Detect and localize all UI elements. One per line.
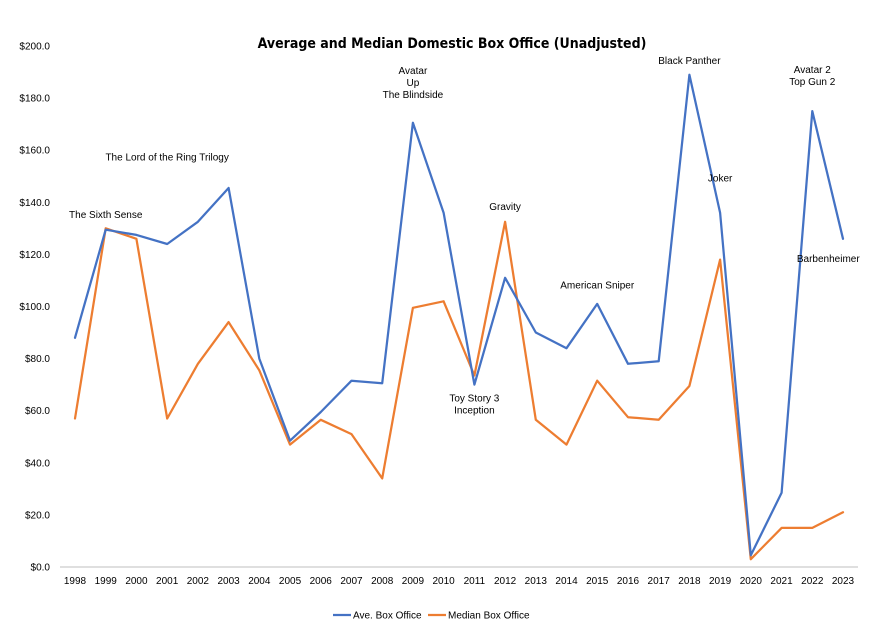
- x-axis-tick-labels: 1998 1999 2000 2001 2002 2003 2004 2005 2006 2007…: [64, 576, 855, 587]
- y-tick-label: $180.0: [19, 94, 50, 105]
- x-tick-label: 2002: [187, 576, 210, 587]
- x-tick-label: 2008: [371, 576, 394, 587]
- y-tick-label: $140.0: [19, 198, 50, 209]
- y-tick-label: $80.0: [25, 354, 50, 365]
- x-tick-label: 2011: [464, 576, 486, 587]
- x-tick-label: 2001: [156, 576, 179, 587]
- x-tick-label: 2005: [279, 576, 302, 587]
- x-tick-label: 2015: [586, 576, 609, 587]
- x-tick-label: 2013: [525, 576, 548, 587]
- x-tick-label: 2010: [433, 576, 456, 587]
- y-tick-label: $0.0: [31, 563, 51, 574]
- x-tick-label: 2017: [648, 576, 671, 587]
- x-tick-label: 2000: [125, 576, 148, 587]
- annotation-label: Toy Story 3: [449, 393, 499, 404]
- y-axis-tick-labels: $0.0 $20.0 $40.0 $60.0 $80.0 $100.0 $120.0 $140…: [19, 42, 50, 574]
- annotation-label: Inception: [454, 405, 495, 416]
- y-tick-label: $100.0: [19, 302, 50, 313]
- y-tick-label: $200.0: [19, 42, 50, 53]
- x-tick-label: 2012: [494, 576, 517, 587]
- x-tick-label: 2003: [217, 576, 240, 587]
- annotation-label: Avatar 2: [794, 65, 831, 76]
- x-tick-label: 2007: [340, 576, 363, 587]
- legend-label-median-box-office: Median Box Office: [448, 611, 530, 622]
- annotation-label: The Lord of the Ring Trilogy: [105, 153, 228, 164]
- x-tick-label: 2019: [709, 576, 732, 587]
- y-tick-label: $60.0: [25, 406, 50, 417]
- x-tick-label: 2006: [310, 576, 333, 587]
- x-tick-label: 2004: [248, 576, 271, 587]
- x-tick-label: 2014: [555, 576, 578, 587]
- y-tick-label: $160.0: [19, 146, 50, 157]
- annotation-label: Gravity: [489, 202, 521, 213]
- x-tick-label: 2022: [801, 576, 824, 587]
- x-tick-label: 2018: [678, 576, 701, 587]
- annotation-label: Joker: [708, 173, 733, 184]
- annotation-label: The Sixth Sense: [69, 210, 143, 221]
- series-line-median-box-office: [73, 220, 845, 561]
- y-tick-label: $120.0: [19, 250, 50, 261]
- annotation-label: Top Gun 2: [789, 77, 836, 88]
- x-tick-label: 2016: [617, 576, 640, 587]
- annotation-label: Barbenheimer: [797, 254, 860, 265]
- y-tick-label: $40.0: [25, 458, 50, 469]
- x-tick-label: 2023: [832, 576, 855, 587]
- x-tick-label: 1998: [64, 576, 87, 587]
- x-tick-label: 2021: [770, 576, 793, 587]
- legend-label-ave-box-office: Ave. Box Office: [353, 611, 422, 622]
- x-tick-label: 2009: [402, 576, 425, 587]
- series-lines: [73, 73, 845, 561]
- legend: Ave. Box Office Median Box Office: [333, 611, 530, 622]
- chart-title: Average and Median Domestic Box Office (…: [258, 36, 647, 52]
- x-tick-label: 2020: [740, 576, 763, 587]
- annotation-label: Black Panther: [658, 56, 721, 67]
- annotation-label: American Sniper: [560, 280, 635, 291]
- series-line-ave-box-office: [73, 73, 845, 557]
- annotation-label: Up: [407, 78, 420, 89]
- annotation-label: The Blindside: [383, 90, 444, 101]
- y-tick-label: $20.0: [25, 510, 50, 521]
- x-tick-label: 1999: [95, 576, 118, 587]
- annotation-label: Avatar: [399, 66, 428, 77]
- annotations: The Sixth Sense The Lord of the Ring Tril…: [69, 56, 860, 416]
